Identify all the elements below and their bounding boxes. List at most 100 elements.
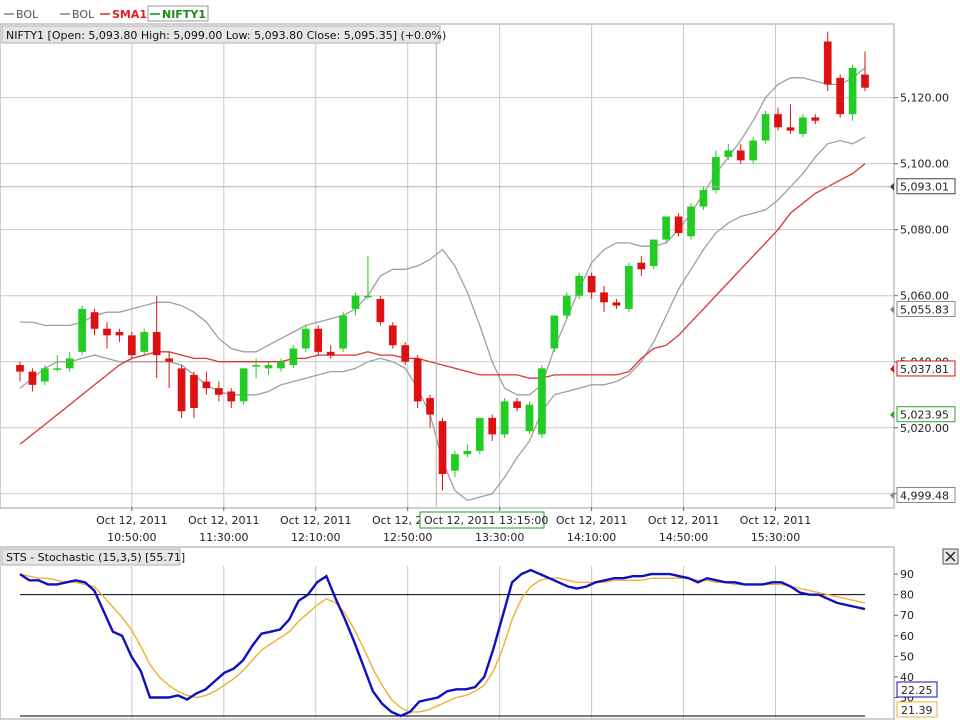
price-marker-label: 5,037.81 xyxy=(900,363,949,376)
candle xyxy=(115,328,124,342)
candle-body xyxy=(774,114,782,128)
candle-body xyxy=(724,150,733,158)
candle-body xyxy=(761,114,770,141)
stoch-header-bg xyxy=(1,548,181,566)
candle-body xyxy=(227,391,236,402)
price-marker-label: 4,999.48 xyxy=(900,490,949,503)
candle-body xyxy=(177,368,186,412)
price-marker-label: 5,055.83 xyxy=(900,303,949,316)
candle xyxy=(438,417,447,491)
candle-body xyxy=(28,371,37,385)
x-tick-date-label: Oct 12, 2011 xyxy=(96,514,168,527)
close-icon xyxy=(945,551,956,562)
candle xyxy=(202,371,211,395)
candle xyxy=(538,365,546,438)
candle xyxy=(90,308,99,336)
price-y-tick-label: 5,080.00 xyxy=(900,224,949,237)
candle xyxy=(848,64,857,121)
x-tick-date-label: Oct 12, 2011 xyxy=(648,514,720,527)
candle-body xyxy=(140,332,149,352)
candle xyxy=(190,371,198,418)
candle xyxy=(127,332,136,359)
candle xyxy=(239,368,248,405)
stoch-y-tick-label: 70 xyxy=(900,609,914,622)
candle-body xyxy=(165,358,173,362)
stoch-close-button[interactable] xyxy=(942,548,959,565)
price-marker-arrow xyxy=(890,410,894,419)
stoch-markers: 22.25 21.39 xyxy=(896,681,938,718)
candle-body xyxy=(277,361,285,369)
candle xyxy=(451,450,459,478)
stoch-marker-label: 22.25 xyxy=(901,684,933,697)
candle-body xyxy=(463,450,472,455)
candle-body xyxy=(786,127,795,131)
price-markers: 5,093.01 5,055.83 5,037.81 5,023.95 4,999.48 xyxy=(890,178,956,504)
candle xyxy=(575,272,584,300)
legend-label-bol-2: BOL xyxy=(72,8,95,21)
candle-body xyxy=(53,368,62,370)
candle-body xyxy=(836,77,844,115)
candle-body xyxy=(78,308,86,352)
candle xyxy=(463,444,472,458)
candle xyxy=(637,256,646,276)
candle xyxy=(587,272,596,300)
candle-body xyxy=(451,454,459,471)
candle-body xyxy=(438,421,447,474)
x-tick-time-label: 14:10:00 xyxy=(567,531,616,544)
candle xyxy=(326,345,335,359)
candle-body xyxy=(861,74,869,88)
candle-body xyxy=(401,345,410,362)
x-tick-date-label: Oct 12, 2011 xyxy=(280,514,352,527)
candle-body xyxy=(799,117,807,134)
stoch-y-tick-label: 40 xyxy=(900,671,914,684)
candle-body xyxy=(612,302,621,306)
stoch-marker-box xyxy=(896,701,938,718)
x-tick-date-label: Oct 12, 2011 xyxy=(740,514,812,527)
candle xyxy=(699,186,708,210)
legend-label-sma1: SMA1 xyxy=(112,8,147,21)
stoch-header-text: STS - Stochastic (15,3,5) [55.71] xyxy=(6,551,185,564)
x-tick-date-label: Oct 12, 2011 xyxy=(188,514,260,527)
price-panel xyxy=(0,23,895,509)
candle xyxy=(749,137,758,164)
candle xyxy=(177,365,186,418)
price-marker-box xyxy=(896,300,956,317)
candle-body xyxy=(202,381,211,389)
candle xyxy=(674,213,683,237)
candle xyxy=(513,398,521,412)
candle xyxy=(426,394,434,428)
candle xyxy=(351,292,360,316)
candle xyxy=(562,292,571,319)
candle xyxy=(712,150,720,194)
price-y-tick-label: 5,020.00 xyxy=(900,422,949,435)
stoch-lines xyxy=(19,568,866,718)
price-y-tick-label: 5,100.00 xyxy=(900,158,949,171)
price-marker-box xyxy=(896,487,956,504)
candle-body xyxy=(152,332,161,356)
cursor-time-label: Oct 12, 2011 13:15:00 xyxy=(424,514,548,527)
legend-label-nifty1: NIFTY1 xyxy=(162,8,206,21)
candle xyxy=(401,341,410,366)
x-tick-time-label: 11:30:00 xyxy=(199,531,248,544)
candle-body xyxy=(600,292,608,303)
candle-body xyxy=(16,365,24,372)
candle xyxy=(761,110,770,144)
candle xyxy=(264,361,273,375)
info-bar-text: NIFTY1 [Open: 5,093.80 High: 5,099.00 Lo… xyxy=(6,29,446,42)
candle xyxy=(388,322,397,349)
candle xyxy=(736,143,745,164)
legend-focus-box[interactable] xyxy=(147,5,209,22)
candle-body xyxy=(625,266,633,309)
candle xyxy=(227,388,236,408)
candle xyxy=(53,355,62,372)
price-marker-box xyxy=(896,406,956,423)
candle-body xyxy=(637,262,646,270)
x-tick-time-label: 10:50:00 xyxy=(107,531,156,544)
sma-line xyxy=(19,163,866,445)
candle xyxy=(78,305,86,356)
candle xyxy=(28,368,37,392)
candle xyxy=(861,51,869,92)
price-marker-arrow xyxy=(890,305,894,314)
candle-body xyxy=(413,358,422,402)
